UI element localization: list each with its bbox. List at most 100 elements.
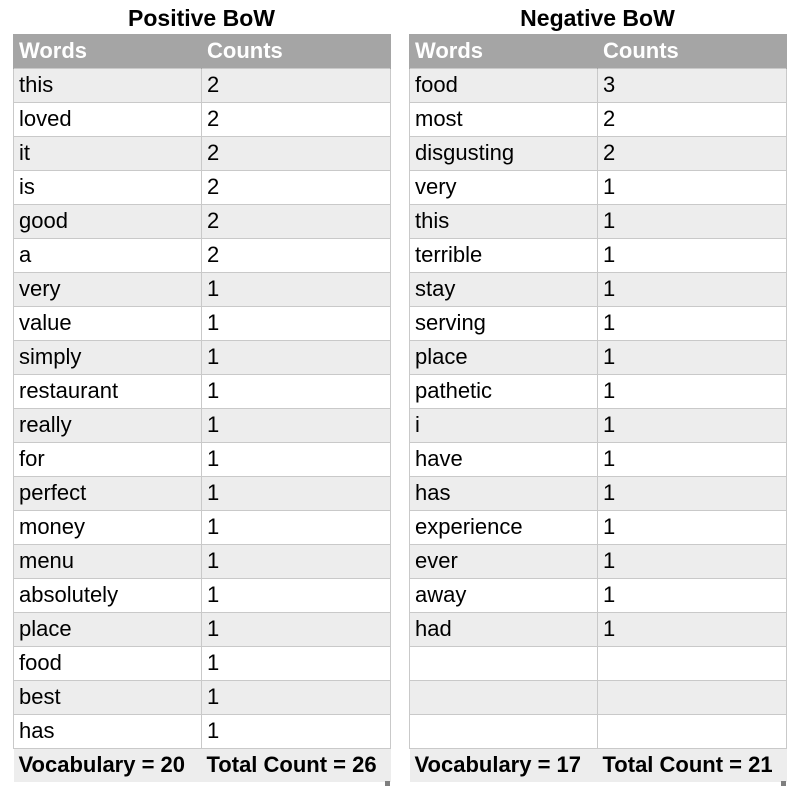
table-header-row: Words Counts bbox=[13, 34, 391, 68]
word-cell: absolutely bbox=[13, 577, 202, 613]
table-row: this 1 bbox=[409, 203, 787, 239]
count-cell: 1 bbox=[201, 611, 391, 647]
count-cell: 1 bbox=[201, 407, 391, 443]
table-row: this 2 bbox=[13, 67, 391, 103]
count-cell: 1 bbox=[597, 169, 787, 205]
count-cell: 3 bbox=[597, 67, 787, 103]
count-cell: 1 bbox=[597, 509, 787, 545]
table-row: away 1 bbox=[409, 577, 787, 613]
word-cell: food bbox=[409, 67, 598, 103]
table-row bbox=[409, 645, 787, 681]
word-cell: simply bbox=[13, 339, 202, 375]
table-row: pathetic 1 bbox=[409, 373, 787, 409]
word-cell: this bbox=[409, 203, 598, 239]
word-cell bbox=[409, 679, 598, 715]
table-row: most 2 bbox=[409, 101, 787, 137]
table-row: very 1 bbox=[13, 271, 391, 307]
counts-column-header: Counts bbox=[201, 34, 391, 68]
table-row: good 2 bbox=[13, 203, 391, 239]
total-count-summary: Total Count = 26 bbox=[201, 747, 391, 782]
table-row: restaurant 1 bbox=[13, 373, 391, 409]
negative-bow-title: Negative BoW bbox=[520, 5, 675, 31]
positive-bow-title: Positive BoW bbox=[128, 5, 275, 31]
word-cell: place bbox=[409, 339, 598, 375]
word-cell: this bbox=[13, 67, 202, 103]
counts-column-header: Counts bbox=[597, 34, 787, 68]
count-cell: 1 bbox=[597, 373, 787, 409]
count-cell: 1 bbox=[201, 645, 391, 681]
table-row bbox=[409, 713, 787, 749]
count-cell: 1 bbox=[201, 577, 391, 613]
count-cell: 2 bbox=[201, 237, 391, 273]
count-cell: 1 bbox=[597, 577, 787, 613]
count-cell: 2 bbox=[201, 101, 391, 137]
count-cell: 1 bbox=[201, 339, 391, 375]
word-cell: very bbox=[13, 271, 202, 307]
table-row: experience 1 bbox=[409, 509, 787, 545]
table-header-row: Words Counts bbox=[409, 34, 787, 68]
count-cell: 1 bbox=[597, 611, 787, 647]
table-resize-handle[interactable] bbox=[781, 781, 786, 786]
word-cell: good bbox=[13, 203, 202, 239]
word-cell: away bbox=[409, 577, 598, 613]
count-cell: 2 bbox=[597, 135, 787, 171]
table-row: food 1 bbox=[13, 645, 391, 681]
table-row: simply 1 bbox=[13, 339, 391, 375]
table-row: had 1 bbox=[409, 611, 787, 647]
word-cell: restaurant bbox=[13, 373, 202, 409]
table-row: has 1 bbox=[409, 475, 787, 511]
word-cell: is bbox=[13, 169, 202, 205]
table-row bbox=[409, 679, 787, 715]
positive-bow-table: Words Counts this 2 loved 2 it 2 is 2 good 2 a 2 ver… bbox=[13, 34, 391, 782]
words-column-header: Words bbox=[13, 34, 202, 68]
table-row: absolutely 1 bbox=[13, 577, 391, 613]
table-row: has 1 bbox=[13, 713, 391, 749]
word-cell: most bbox=[409, 101, 598, 137]
word-cell: terrible bbox=[409, 237, 598, 273]
count-cell: 2 bbox=[201, 203, 391, 239]
count-cell: 1 bbox=[201, 373, 391, 409]
table-row: perfect 1 bbox=[13, 475, 391, 511]
total-count-summary: Total Count = 21 bbox=[597, 747, 787, 782]
table-row: money 1 bbox=[13, 509, 391, 545]
count-cell: 1 bbox=[597, 441, 787, 477]
table-row: really 1 bbox=[13, 407, 391, 443]
count-cell: 2 bbox=[201, 67, 391, 103]
count-cell: 1 bbox=[201, 475, 391, 511]
count-cell: 1 bbox=[597, 237, 787, 273]
count-cell: 1 bbox=[597, 305, 787, 341]
negative-bow-table: Words Counts food 3 most 2 disgusting 2 very 1 t… bbox=[409, 34, 787, 782]
table-footer-row: Vocabulary = 17 Total Count = 21 bbox=[409, 747, 787, 782]
table-row: is 2 bbox=[13, 169, 391, 205]
count-cell: 1 bbox=[201, 509, 391, 545]
positive-bow-rows: this 2 loved 2 it 2 is 2 good 2 a 2 very 1 value 1 simpl… bbox=[13, 67, 391, 749]
word-cell: loved bbox=[13, 101, 202, 137]
table-row: it 2 bbox=[13, 135, 391, 171]
count-cell: 1 bbox=[597, 339, 787, 375]
count-cell: 1 bbox=[597, 407, 787, 443]
vocabulary-summary: Vocabulary = 20 bbox=[13, 747, 202, 782]
word-cell: it bbox=[13, 135, 202, 171]
word-cell: for bbox=[13, 441, 202, 477]
word-cell: value bbox=[13, 305, 202, 341]
word-cell: i bbox=[409, 407, 598, 443]
count-cell bbox=[597, 679, 787, 715]
table-row: disgusting 2 bbox=[409, 135, 787, 171]
count-cell: 1 bbox=[201, 271, 391, 307]
count-cell: 1 bbox=[201, 305, 391, 341]
word-cell: place bbox=[13, 611, 202, 647]
words-column-header: Words bbox=[409, 34, 598, 68]
table-resize-handle[interactable] bbox=[385, 781, 390, 786]
count-cell: 2 bbox=[597, 101, 787, 137]
count-cell: 2 bbox=[201, 169, 391, 205]
count-cell: 1 bbox=[201, 713, 391, 749]
table-footer-row: Vocabulary = 20 Total Count = 26 bbox=[13, 747, 391, 782]
table-row: for 1 bbox=[13, 441, 391, 477]
count-cell: 1 bbox=[597, 475, 787, 511]
word-cell: a bbox=[13, 237, 202, 273]
table-row: value 1 bbox=[13, 305, 391, 341]
word-cell: menu bbox=[13, 543, 202, 579]
count-cell: 1 bbox=[201, 679, 391, 715]
